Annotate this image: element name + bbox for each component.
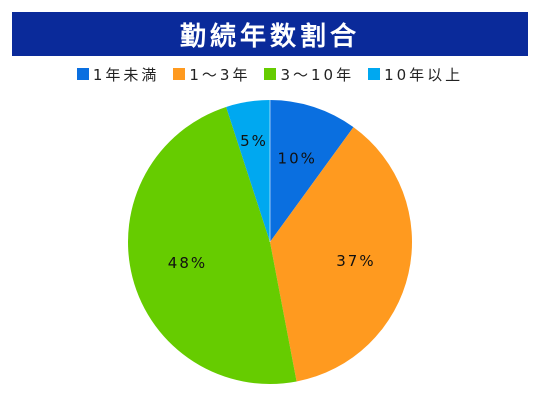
legend-swatch [173, 68, 186, 80]
chart-title: 勤続年数割合 [179, 21, 360, 52]
legend-item-under-1-year: 1年未満 [76, 64, 160, 85]
pie-slice-under-1-year [270, 100, 354, 242]
legend-label: 3～10年 [280, 65, 355, 84]
chart-title-bar: 勤続年数割合 [12, 12, 528, 56]
pie-slice-over-10-years [226, 100, 270, 242]
legend-swatch [264, 68, 277, 80]
pie-slice-label: 48% [168, 254, 207, 272]
legend-label: 1年未満 [92, 65, 160, 84]
pie-slice-3-to-10-years [127, 106, 297, 385]
legend-swatch [368, 68, 381, 80]
legend-item-3-to-10-years: 3～10年 [264, 64, 354, 85]
pie-slice-label: 5% [240, 132, 268, 150]
pie-slice-label: 10% [278, 149, 317, 167]
legend-label: 10年以上 [384, 65, 464, 84]
legend-swatch [76, 68, 89, 80]
legend-item-over-10-years: 10年以上 [368, 64, 463, 85]
pie-slice-1-to-3-years [270, 127, 412, 382]
legend-label: 1～3年 [189, 65, 251, 84]
pie-slice-label: 37% [336, 252, 375, 270]
legend-item-1-to-3-years: 1～3年 [173, 64, 250, 85]
chart-legend: 1年未満 1～3年 3～10年 10年以上 [0, 64, 540, 84]
